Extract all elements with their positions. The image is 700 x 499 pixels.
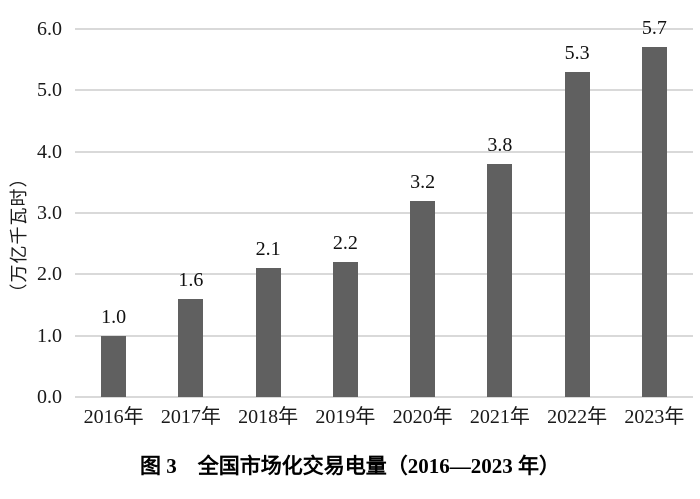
gridline-y-4.0 xyxy=(75,150,693,153)
bar-2022年 xyxy=(564,71,590,397)
bar-value-label: 3.2 xyxy=(410,170,436,193)
bar-value-label: 3.8 xyxy=(487,133,513,156)
bar-2020年 xyxy=(410,200,436,397)
bar-2021年 xyxy=(487,163,513,397)
y-axis-tick-label: 5.0 xyxy=(37,79,62,102)
bar-value-label: 1.0 xyxy=(101,305,127,328)
gridline-y-1.0 xyxy=(75,334,693,337)
y-axis-tick-label: 4.0 xyxy=(37,140,62,163)
figure-caption: 图 3 全国市场化交易电量（2016—2023 年） xyxy=(140,454,560,478)
gridline-y-5.0 xyxy=(75,89,693,92)
bar-value-label: 5.3 xyxy=(564,41,590,64)
bar-value-label: 2.2 xyxy=(332,232,358,255)
x-axis-tick-label: 2019年 xyxy=(315,406,376,428)
gridline-y-3.0 xyxy=(75,212,693,214)
y-axis-tick-label: 3.0 xyxy=(37,202,62,224)
y-axis-tick-label: 1.0 xyxy=(37,324,62,347)
x-axis-tick-label: 2016年 xyxy=(83,406,144,428)
y-axis-tick-label: 2.0 xyxy=(37,263,62,286)
x-axis-tick-label: 2020年 xyxy=(392,406,453,428)
x-axis-tick-label: 2018年 xyxy=(238,406,299,428)
gridline-y-0.0 xyxy=(75,396,693,398)
bar-2018年 xyxy=(255,268,281,397)
bar-2023年 xyxy=(641,47,667,397)
gridline-y-6.0 xyxy=(75,28,693,30)
y-axis-tick-label: 6.0 xyxy=(37,18,62,40)
bar-2019年 xyxy=(332,262,358,397)
x-axis-tick-label: 2017年 xyxy=(160,406,221,428)
bar-2016年 xyxy=(101,335,127,397)
gridline-y-2.0 xyxy=(75,273,693,276)
bar-2017年 xyxy=(178,298,204,397)
x-axis-tick-label: 2021年 xyxy=(469,406,530,428)
bar-value-label: 1.6 xyxy=(178,268,204,291)
x-axis-tick-label: 2022年 xyxy=(547,406,608,428)
bar-value-label: 5.7 xyxy=(641,17,667,40)
x-axis-tick-label: 2023年 xyxy=(624,406,685,428)
y-axis-tick-label: 0.0 xyxy=(37,386,62,408)
bar-value-label: 2.1 xyxy=(255,238,281,261)
